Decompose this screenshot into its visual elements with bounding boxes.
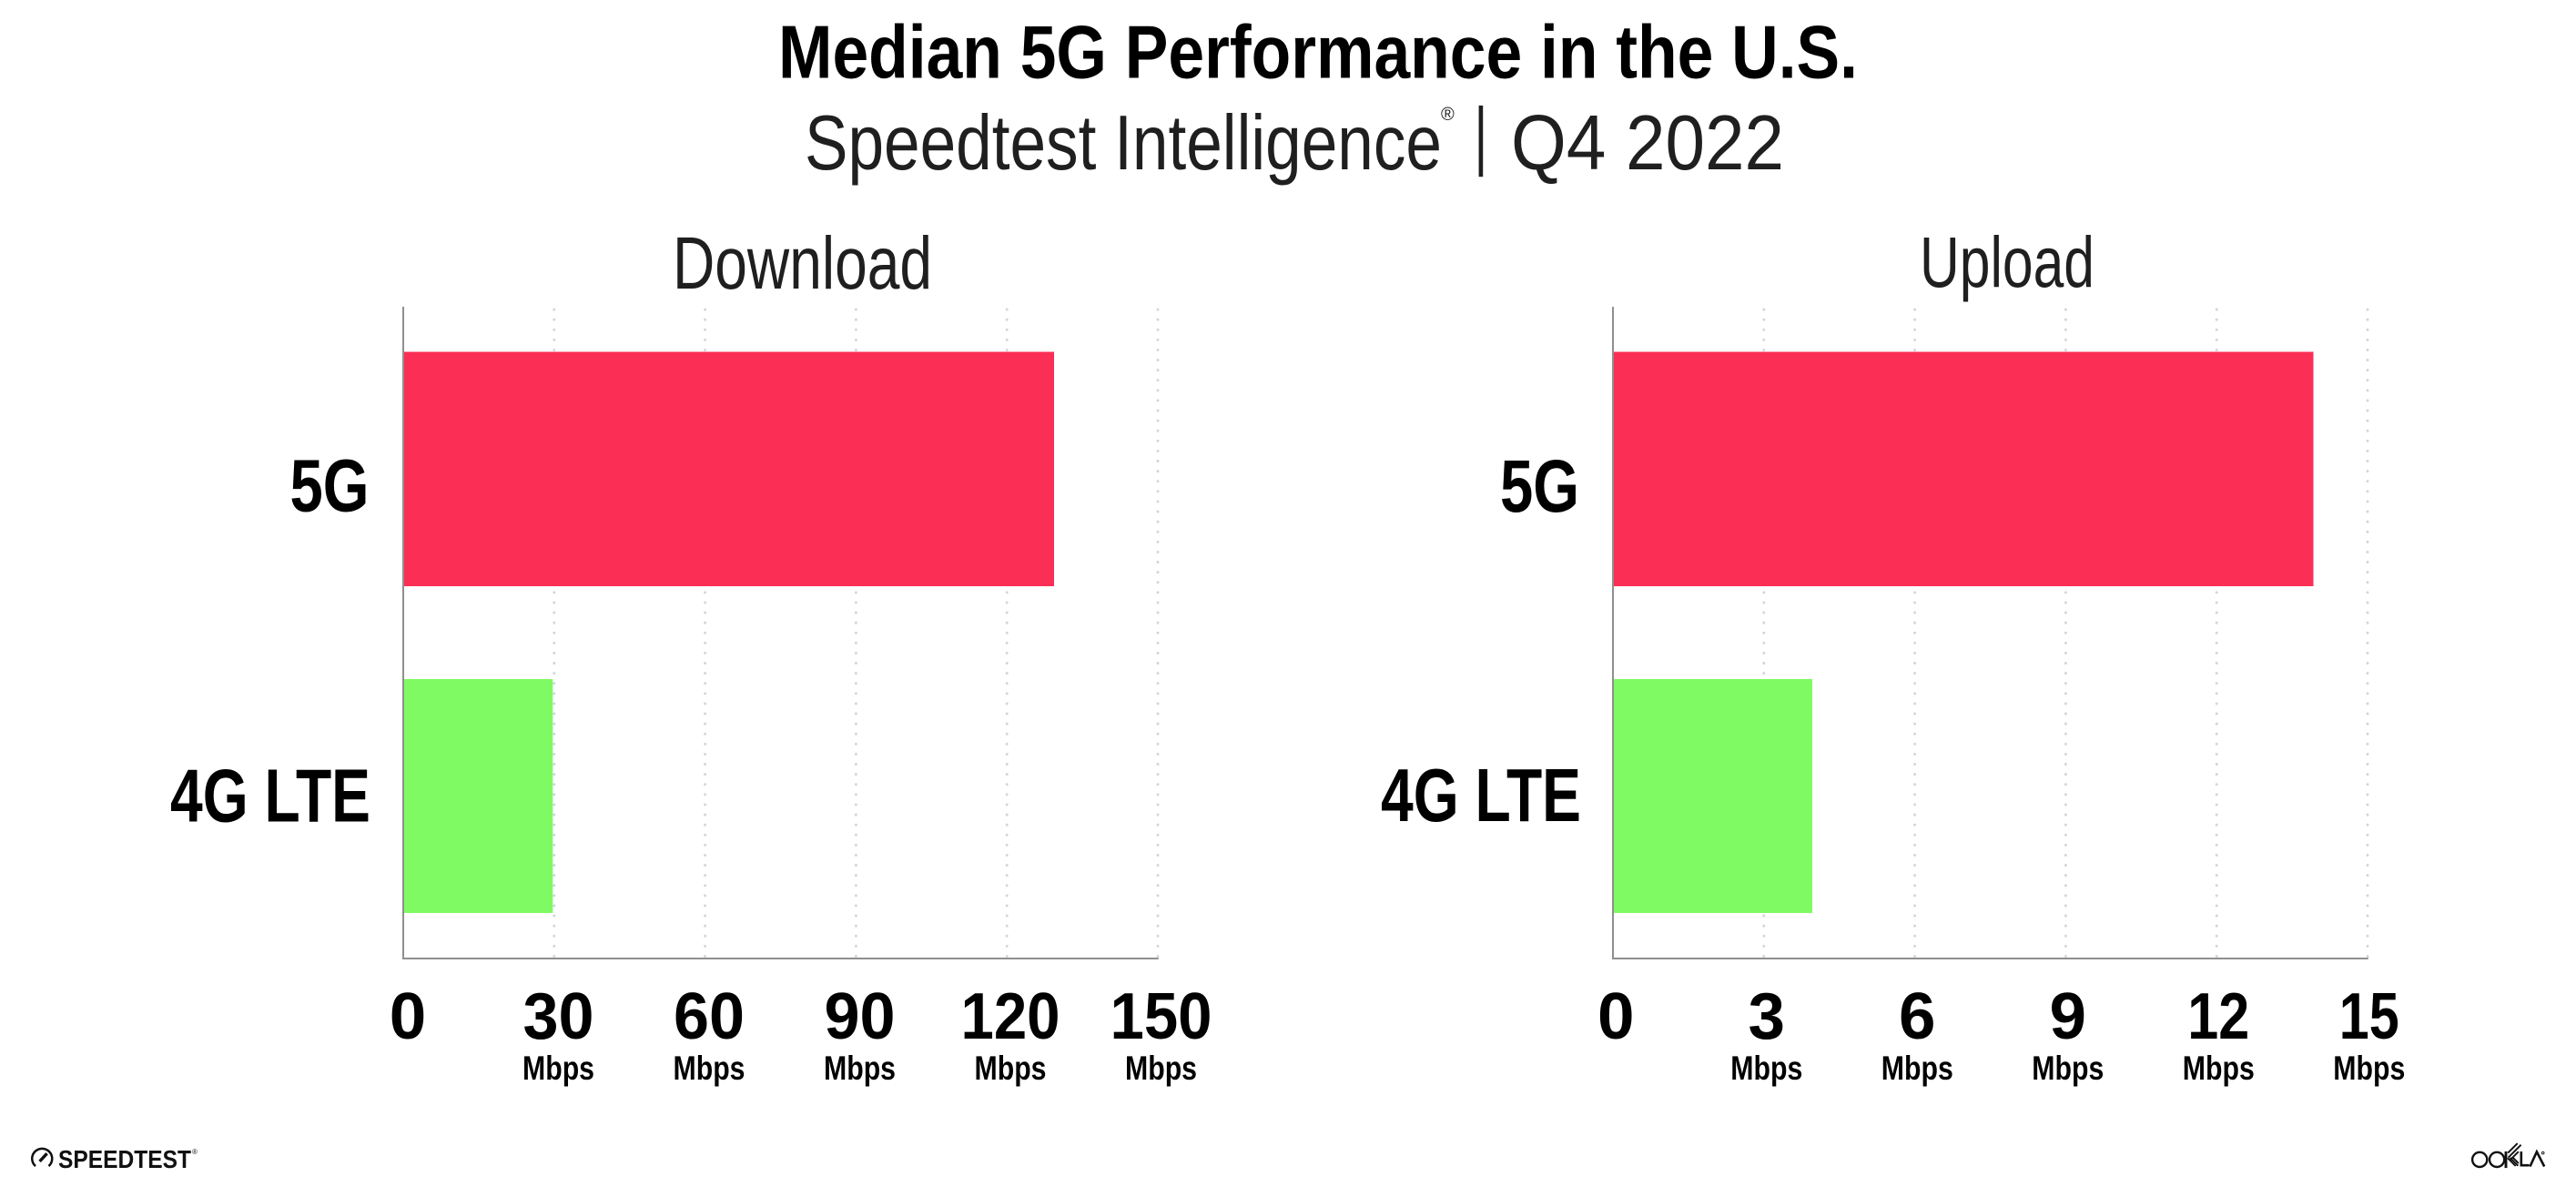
svg-text:0: 0 <box>390 979 427 1053</box>
svg-text:4G LTE: 4G LTE <box>170 754 370 838</box>
svg-text:Download: Download <box>673 222 932 305</box>
svg-text:®: ® <box>192 1148 198 1156</box>
svg-text:Upload: Upload <box>1920 221 2094 302</box>
svg-text:Mbps: Mbps <box>1881 1050 1953 1087</box>
svg-text:Mbps: Mbps <box>1730 1050 1802 1087</box>
svg-text:30: 30 <box>523 979 594 1053</box>
svg-text:9: 9 <box>2050 979 2087 1053</box>
svg-text:Mbps: Mbps <box>674 1050 745 1087</box>
svg-text:15: 15 <box>2339 979 2399 1053</box>
svg-text:Mbps: Mbps <box>824 1050 896 1087</box>
svg-text:5G: 5G <box>1500 445 1579 528</box>
svg-text:60: 60 <box>674 979 745 1053</box>
svg-text:SPEEDTEST: SPEEDTEST <box>58 1145 191 1173</box>
svg-text:Median 5G Performance in the U: Median 5G Performance in the U.S. <box>778 9 1858 94</box>
svg-text:®: ® <box>1441 105 1455 125</box>
svg-text:150: 150 <box>1111 979 1212 1053</box>
svg-text:3: 3 <box>1749 979 1786 1053</box>
svg-text:6: 6 <box>1899 979 1936 1053</box>
svg-text:120: 120 <box>961 979 1060 1053</box>
svg-text:Mbps: Mbps <box>2183 1050 2255 1087</box>
svg-text:12: 12 <box>2187 979 2249 1053</box>
svg-text:Mbps: Mbps <box>2333 1050 2405 1087</box>
svg-text:0: 0 <box>1597 979 1635 1053</box>
svg-text:Q4 2022: Q4 2022 <box>1511 100 1784 187</box>
svg-text:Mbps: Mbps <box>975 1050 1047 1087</box>
svg-text:Mbps: Mbps <box>522 1050 594 1087</box>
svg-text:90: 90 <box>825 979 896 1053</box>
svg-text:4G LTE: 4G LTE <box>1381 753 1581 837</box>
svg-text:Mbps: Mbps <box>2032 1050 2104 1087</box>
svg-text:5G: 5G <box>290 444 370 527</box>
svg-text:Speedtest Intelligence: Speedtest Intelligence <box>805 100 1442 187</box>
svg-text:Mbps: Mbps <box>1125 1050 1197 1087</box>
